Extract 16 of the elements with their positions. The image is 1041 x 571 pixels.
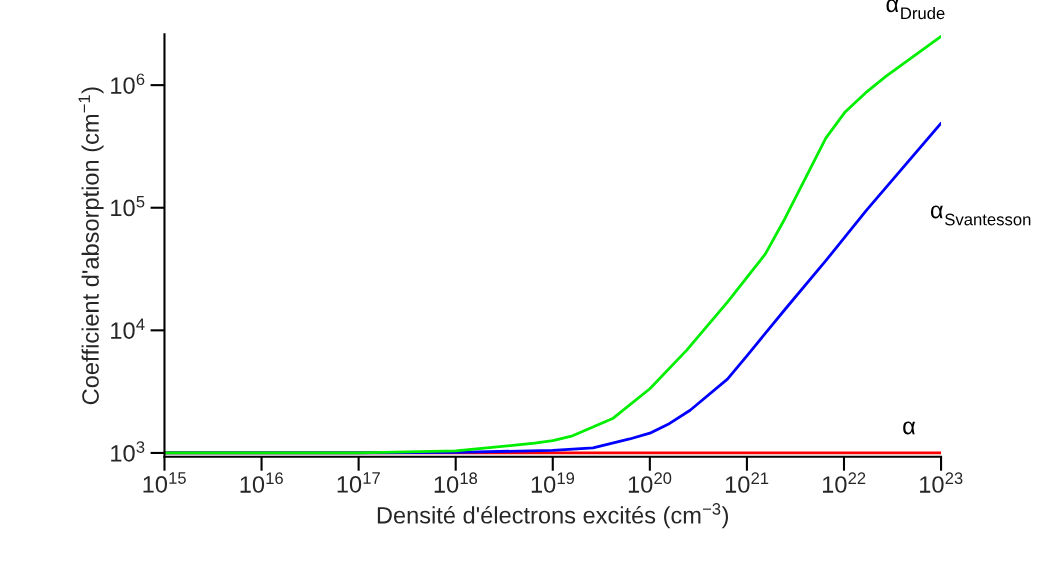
x-tick-label: 10$^{15}$ xyxy=(143,472,186,493)
y-axis-title: Coefficient d'absorption (cm$^{−1}$) xyxy=(78,87,104,405)
series-label: α xyxy=(903,421,916,435)
x-tick-label: 10$^{23}$ xyxy=(920,472,963,493)
x-tick-label: 10$^{17}$ xyxy=(337,472,380,493)
x-tick-label: 10$^{19}$ xyxy=(531,472,575,493)
y-tick-label: 10$^{5}$ xyxy=(111,195,145,217)
x-tick-label: 10$^{22}$ xyxy=(823,472,866,493)
x-tick-label: 10$^{21}$ xyxy=(725,472,769,493)
y-tick-label: 10$^{4}$ xyxy=(111,318,145,339)
x-tick-label: 10$^{16}$ xyxy=(240,472,283,493)
x-tick-label: 10$^{20}$ xyxy=(628,472,672,493)
y-tick-label: 10$^{6}$ xyxy=(111,73,145,94)
x-axis-title: Densité d'électrons excités (cm$^{−3}$) xyxy=(377,503,729,529)
x-tick-label: 10$^{18}$ xyxy=(434,472,478,493)
y-tick-label: 10$^{3}$ xyxy=(111,441,145,462)
